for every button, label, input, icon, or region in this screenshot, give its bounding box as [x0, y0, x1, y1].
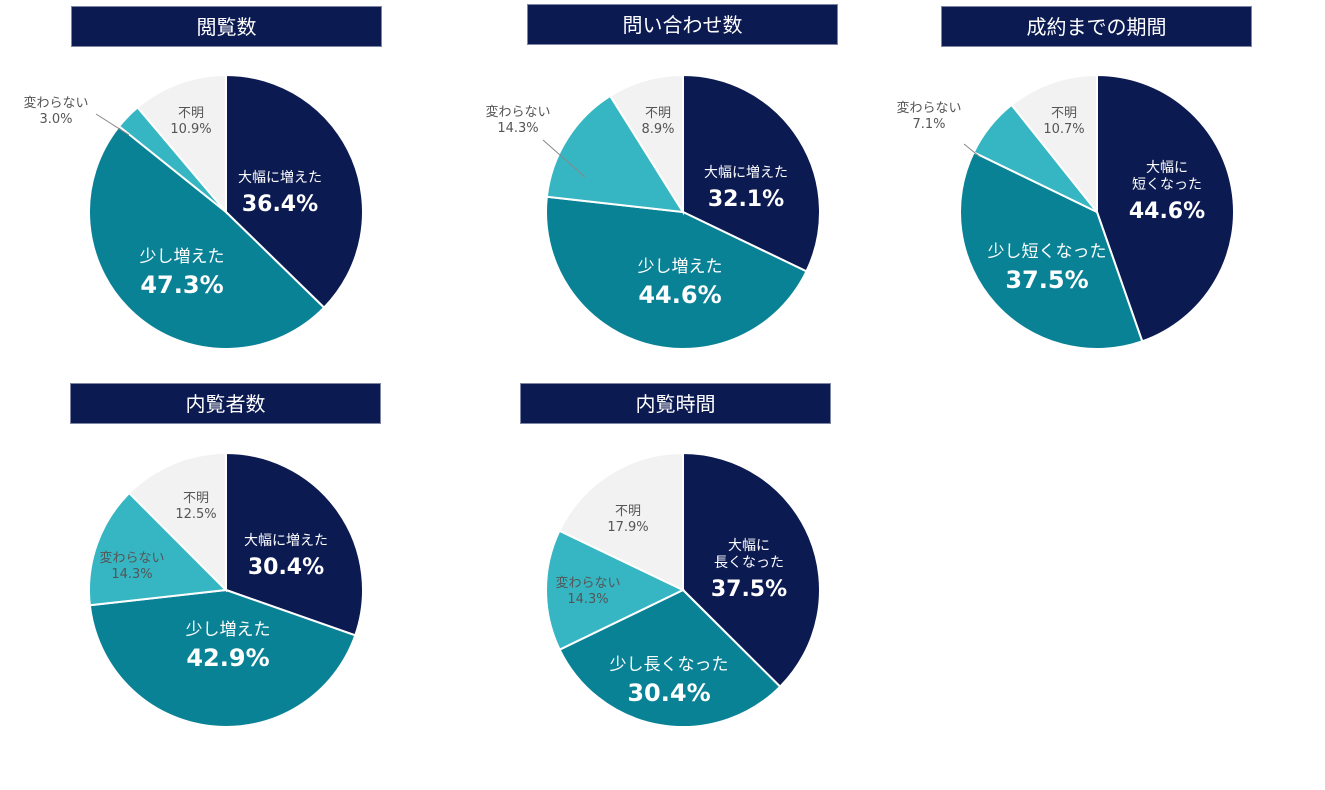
slice-label: 変わらない	[555, 575, 620, 591]
slice-label: 少し短くなった	[988, 242, 1107, 262]
pie-slice	[225, 451, 364, 637]
slice-label: 不明	[1051, 106, 1077, 121]
slice-value-label: 7.1%	[912, 117, 945, 132]
chart-title: 内覧時間	[520, 383, 831, 424]
pie-slice	[88, 588, 357, 728]
slice-label: 変わらない	[99, 550, 164, 566]
slice-value-label: 36.4%	[242, 192, 318, 217]
leader-line	[95, 113, 130, 136]
slice-value-label: 37.5%	[711, 577, 787, 602]
pie-slice	[545, 195, 808, 351]
slice-label: 大幅に	[728, 538, 770, 554]
slice-label: 不明	[178, 106, 204, 121]
slice-label: 少し増えた	[186, 620, 271, 640]
slice-value-label: 44.6%	[638, 281, 721, 309]
slice-label: 変わらない	[485, 104, 550, 120]
pie-slice	[682, 73, 821, 273]
slice-label: 不明	[183, 491, 209, 506]
slice-label: 変わらない	[896, 100, 961, 116]
slice-value-label: 14.3%	[111, 567, 152, 582]
slice-value-label: 3.0%	[39, 112, 72, 127]
slice-value-label: 44.6%	[1129, 199, 1205, 224]
slice-value-label: 14.3%	[497, 121, 538, 136]
slice-label: 長くなった	[714, 555, 784, 571]
slice-value-label: 42.9%	[186, 644, 269, 672]
pie-slice	[558, 588, 782, 728]
slice-label: 少し長くなった	[610, 655, 729, 675]
slice-value-label: 12.5%	[175, 507, 216, 522]
chart-title: 内覧者数	[70, 383, 381, 424]
pie-slice	[682, 451, 821, 689]
pie-slice	[545, 94, 685, 214]
slice-value-label: 30.4%	[248, 555, 324, 580]
pie-slice	[225, 73, 364, 310]
slice-label: 大幅に増えた	[238, 170, 322, 186]
slice-value-label: 8.9%	[641, 122, 674, 137]
slice-value-label: 30.4%	[627, 679, 710, 707]
slice-value-label: 17.9%	[607, 520, 648, 535]
slice-label: 少し増えた	[140, 247, 225, 267]
slice-value-label: 32.1%	[708, 187, 784, 212]
slice-label: 大幅に増えた	[244, 533, 328, 549]
slice-value-label: 14.3%	[567, 592, 608, 607]
chart-title: 問い合わせ数	[527, 4, 838, 45]
slice-label: 大幅に増えた	[704, 165, 788, 181]
slice-label: 短くなった	[1132, 177, 1202, 193]
pie-slice	[1010, 73, 1098, 215]
slice-value-label: 37.5%	[1005, 266, 1088, 294]
slice-label: 大幅に	[1146, 160, 1188, 176]
pie-slice	[88, 124, 326, 350]
pie-slice	[88, 491, 229, 607]
pie-slice	[608, 73, 684, 216]
slice-value-label: 10.9%	[170, 122, 211, 137]
chart-title: 閲覧数	[71, 6, 382, 47]
slice-label: 変わらない	[23, 95, 88, 111]
pie-slice	[545, 529, 686, 651]
slice-value-label: 10.7%	[1043, 122, 1084, 137]
slice-label: 不明	[615, 504, 641, 519]
pie-slice	[959, 150, 1144, 350]
slice-label: 少し増えた	[638, 257, 723, 277]
slice-label: 不明	[645, 106, 671, 121]
leader-line	[542, 139, 586, 178]
slice-value-label: 47.3%	[140, 271, 223, 299]
chart-title: 成約までの期間	[941, 6, 1252, 47]
pie-slice	[1096, 73, 1235, 343]
leader-line	[963, 143, 981, 158]
pie-slice	[127, 451, 227, 593]
pie-slice	[558, 451, 684, 592]
pie-slice	[136, 73, 227, 215]
